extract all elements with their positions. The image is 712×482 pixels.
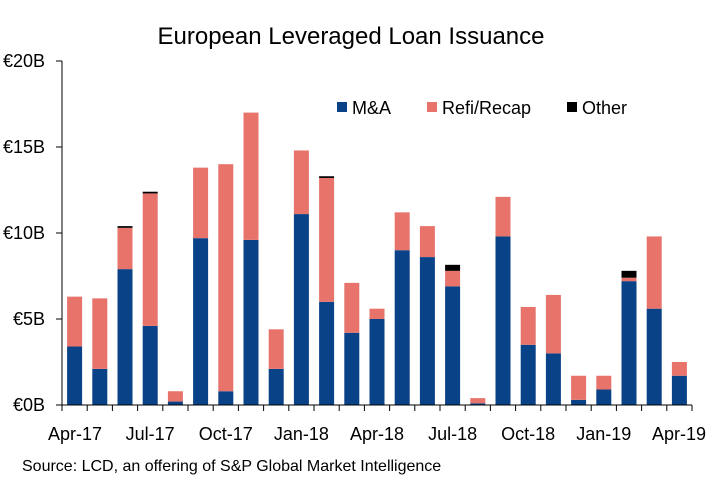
legend-swatch [567,102,577,112]
bar-segment [520,306,536,345]
x-axis: Apr-17 Jul-17 Oct-17 Jan-18 Apr-18 Jul-18 Oct-… [48,404,706,444]
bar-segment [142,191,158,194]
bar-segment [117,227,133,270]
bar-segment [621,277,637,282]
bar-segment [117,269,133,405]
bar-segment [193,167,209,239]
bar-segment [621,270,637,278]
bar-segment [142,193,158,326]
bar-segment [495,196,511,237]
bar-segment [571,375,587,400]
bar-segment [67,346,83,405]
bar-segment [394,212,410,251]
bar-segment [470,398,486,404]
bar-segment [495,236,511,405]
bar-segment [319,176,335,178]
bar-segment [445,270,461,287]
bar-segment [193,238,209,405]
bar-segment [67,296,83,347]
bar-segment [92,368,108,405]
y-tick-label: €0B [13,395,45,415]
y-tick-label: €15B [3,137,45,157]
bar-segment [268,368,284,405]
y-tick-label: €20B [3,51,45,71]
bar-segment [243,239,259,405]
bar-segment [243,112,259,240]
x-tick-label: Apr-19 [652,424,706,444]
bar-segment [142,325,158,405]
legend: M&A Refi/Recap Other [337,98,627,118]
bar-segment [545,353,561,405]
bar-segment [419,226,435,258]
x-tick-label: Oct-18 [501,424,555,444]
bar-segment [646,308,662,405]
chart-title: European Leveraged Loan Issuance [158,23,545,50]
x-tick-label: Apr-18 [350,424,404,444]
x-tick-label: Jan-19 [576,424,631,444]
x-tick-label: Jul-17 [126,424,175,444]
legend-swatch [337,102,347,112]
bar-segment [218,391,234,405]
x-tick-label: Apr-17 [48,424,102,444]
legend-label: Other [582,98,627,118]
legend-label: Refi/Recap [442,98,531,118]
bar-segment [445,264,461,271]
legend-label: M&A [352,98,391,118]
bar-segment [419,257,435,405]
bar-segment [646,236,662,309]
bar-segment [293,150,309,215]
bar-segment [621,281,637,405]
bar-segment [293,214,309,405]
bar-segment [545,294,561,354]
bar-segment [445,286,461,405]
legend-swatch [427,102,437,112]
bar-segment [520,344,536,405]
bar-segment [167,391,183,402]
y-tick-label: €10B [3,223,45,243]
bar-segment [369,319,385,405]
bar-segment [596,375,612,390]
bar-segment [470,403,486,405]
bar-segment [671,375,687,405]
bar-segment [319,301,335,405]
bar-segment [92,298,108,369]
bar-segment [167,401,183,405]
bar-segment [218,164,234,392]
x-tick-label: Jul-18 [428,424,477,444]
x-tick-label: Jan-18 [274,424,329,444]
bar-segment [117,226,133,228]
bar-segment [671,362,687,376]
bar-segment [369,308,385,319]
bar-segment [268,329,284,369]
y-tick-label: €5B [13,309,45,329]
bar-segment [394,250,410,405]
y-axis: €0B €5B €10B €15B €20B [3,51,63,415]
bar-segment [344,282,360,333]
x-tick-label: Oct-17 [199,424,253,444]
bars [67,112,687,405]
source-note: Source: LCD, an offering of S&P Global M… [22,458,441,475]
bar-segment [571,399,587,405]
bar-segment [319,177,335,302]
bar-segment [344,332,360,405]
bar-segment [596,389,612,405]
